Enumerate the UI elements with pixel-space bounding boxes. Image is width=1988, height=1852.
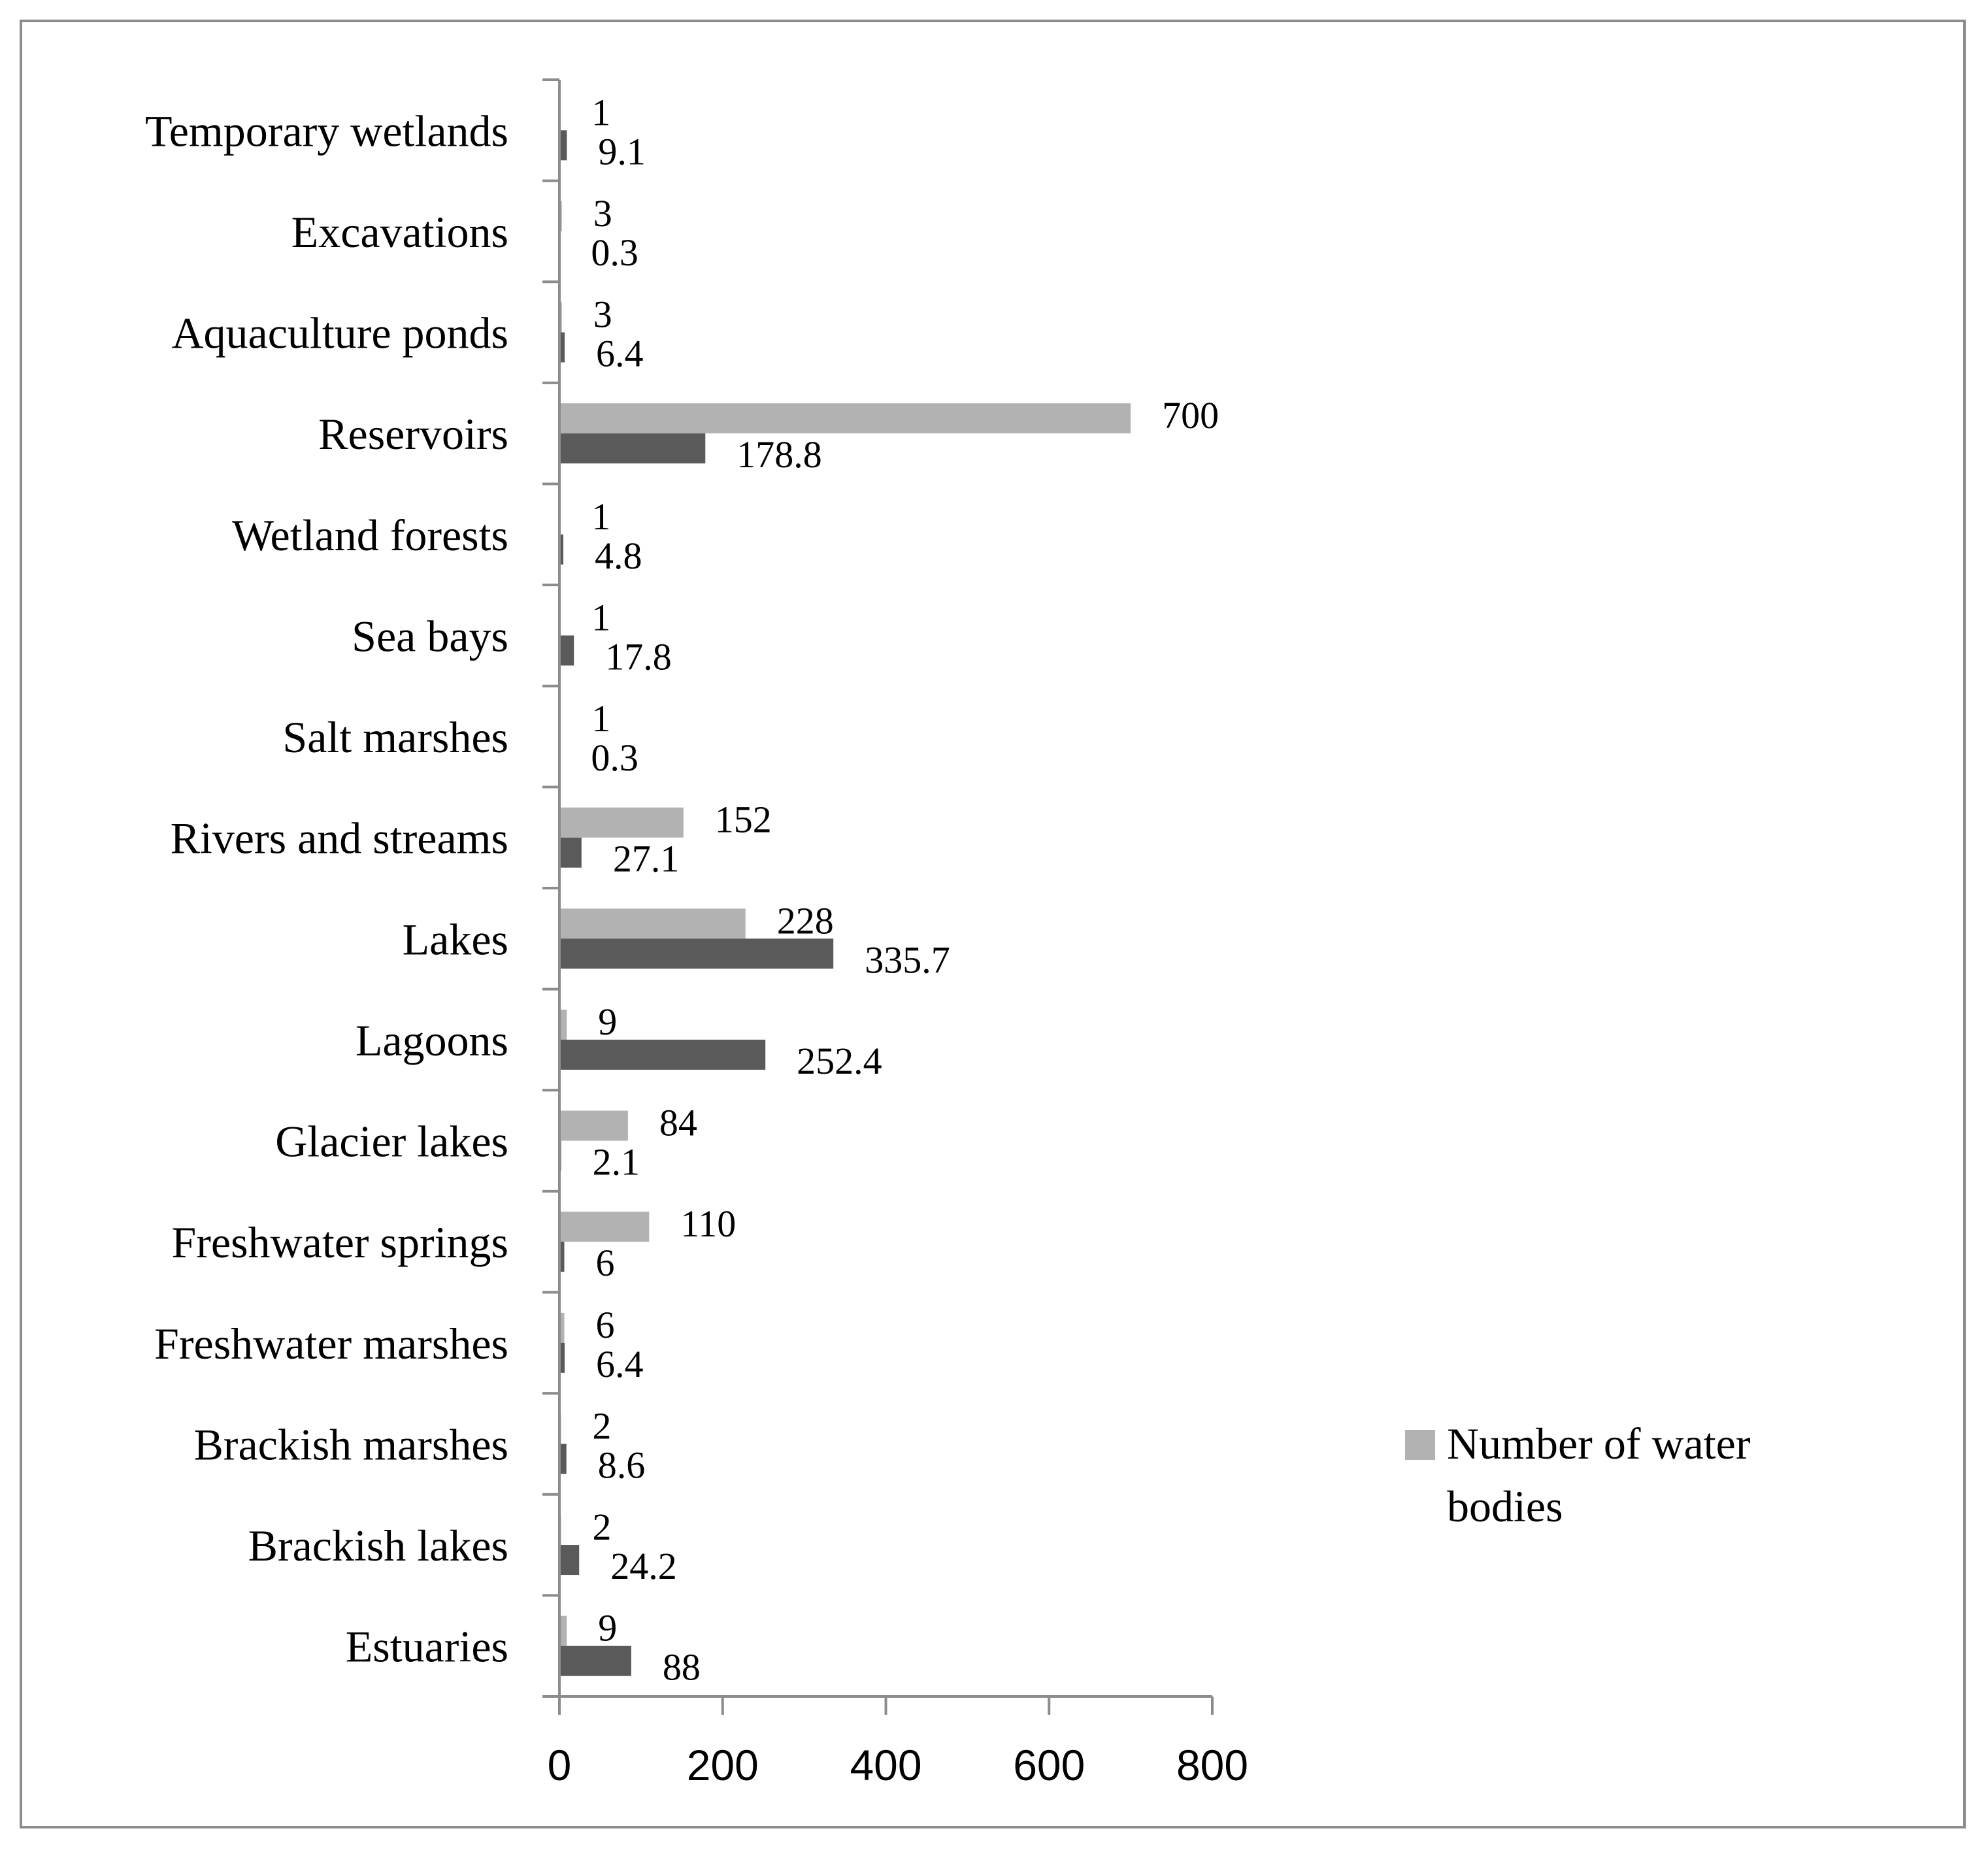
data-label-secondary-series: 4.8 [595, 535, 642, 577]
bar-secondary-series [559, 1039, 766, 1070]
category-label: Salt marshes [282, 712, 508, 762]
data-label-secondary-series: 0.3 [591, 231, 638, 274]
bar-secondary-series [559, 332, 565, 363]
data-label-number-of-water-bodies: 228 [777, 899, 834, 942]
legend-label-line: Number of water [1447, 1419, 1751, 1468]
x-tick-label: 0 [548, 1741, 572, 1789]
data-label-number-of-water-bodies: 9 [598, 1000, 617, 1043]
bar-secondary-series [559, 433, 706, 464]
data-label-number-of-water-bodies: 700 [1162, 394, 1219, 437]
x-tick-label: 200 [687, 1741, 759, 1789]
data-label-number-of-water-bodies: 3 [593, 192, 612, 235]
bar-number-of-water-bodies [559, 1212, 650, 1242]
category-label: Lakes [403, 914, 508, 964]
bar-secondary-series [559, 938, 834, 969]
bar-number-of-water-bodies [559, 1110, 628, 1141]
category-label: Temporary wetlands [145, 106, 508, 156]
bar-number-of-water-bodies [559, 908, 746, 939]
data-label-number-of-water-bodies: 110 [680, 1202, 736, 1245]
data-label-number-of-water-bodies: 84 [659, 1102, 697, 1144]
data-label-secondary-series: 178.8 [737, 433, 822, 476]
data-label-secondary-series: 27.1 [613, 838, 679, 880]
data-label-number-of-water-bodies: 9 [598, 1607, 617, 1649]
bar-secondary-series [559, 1342, 565, 1373]
data-label-number-of-water-bodies: 2 [592, 1506, 611, 1548]
bar-number-of-water-bodies [559, 1615, 567, 1646]
category-label: Freshwater marshes [154, 1319, 508, 1368]
category-label: Estuaries [346, 1622, 508, 1672]
data-label-secondary-series: 0.3 [591, 736, 638, 779]
bar-number-of-water-bodies [559, 807, 684, 838]
category-label: Sea bays [352, 611, 508, 661]
data-label-number-of-water-bodies: 152 [715, 799, 772, 841]
data-label-number-of-water-bodies: 1 [591, 697, 610, 740]
data-label-secondary-series: 6.4 [596, 1343, 644, 1385]
bar-number-of-water-bodies [559, 1009, 567, 1040]
bar-secondary-series [559, 1545, 580, 1576]
category-label: Excavations [291, 207, 508, 257]
data-label-secondary-series: 9.1 [598, 130, 646, 173]
bar-secondary-series [559, 1645, 631, 1676]
data-label-number-of-water-bodies: 1 [591, 91, 610, 133]
legend-swatch [1405, 1430, 1435, 1460]
x-tick-label: 600 [1013, 1741, 1085, 1789]
data-label-secondary-series: 252.4 [797, 1040, 882, 1082]
legend-label-line: bodies [1447, 1481, 1563, 1531]
data-label-secondary-series: 6 [595, 1242, 614, 1284]
data-label-number-of-water-bodies: 2 [592, 1404, 611, 1447]
bar-number-of-water-bodies [559, 1312, 565, 1343]
category-label: Rivers and streams [171, 814, 508, 863]
bar-secondary-series [559, 1444, 567, 1474]
bar-secondary-series [559, 130, 567, 161]
bar-secondary-series [559, 635, 574, 666]
category-label: Wetland forests [232, 510, 508, 560]
bar-number-of-water-bodies [559, 403, 1131, 434]
data-label-number-of-water-bodies: 1 [591, 596, 610, 638]
data-label-number-of-water-bodies: 1 [591, 495, 610, 538]
data-label-secondary-series: 2.1 [593, 1141, 640, 1183]
bar-group [559, 100, 1131, 1676]
x-tick-label: 800 [1176, 1741, 1248, 1789]
data-label-secondary-series: 17.8 [605, 635, 672, 678]
data-label-secondary-series: 6.4 [596, 333, 644, 375]
data-label-number-of-water-bodies: 3 [593, 293, 612, 336]
category-label: Reservoirs [318, 409, 508, 459]
bar-secondary-series [559, 837, 582, 868]
legend-label: Number of water bodies [1447, 1419, 1751, 1531]
category-label: Brackish marshes [193, 1419, 508, 1469]
category-label: Glacier lakes [275, 1117, 508, 1166]
data-label-secondary-series: 24.2 [610, 1545, 677, 1587]
data-label-secondary-series: 8.6 [598, 1444, 646, 1486]
bar-secondary-series [559, 534, 563, 565]
data-label-secondary-series: 88 [663, 1646, 701, 1689]
x-tick-label: 400 [850, 1741, 921, 1789]
category-label: Aquaculture ponds [171, 308, 508, 358]
category-label: Freshwater springs [171, 1217, 508, 1267]
bar-secondary-series [559, 1242, 565, 1272]
category-label: Brackish lakes [248, 1521, 508, 1570]
data-label-secondary-series: 335.7 [865, 938, 950, 981]
data-label-number-of-water-bodies: 6 [595, 1304, 614, 1346]
legend: Number of water bodies [1405, 1419, 1751, 1531]
chart-border [20, 20, 1966, 1828]
category-label: Lagoons [356, 1016, 508, 1065]
axes-group: 0 200 400 600 800 [542, 78, 1248, 1789]
